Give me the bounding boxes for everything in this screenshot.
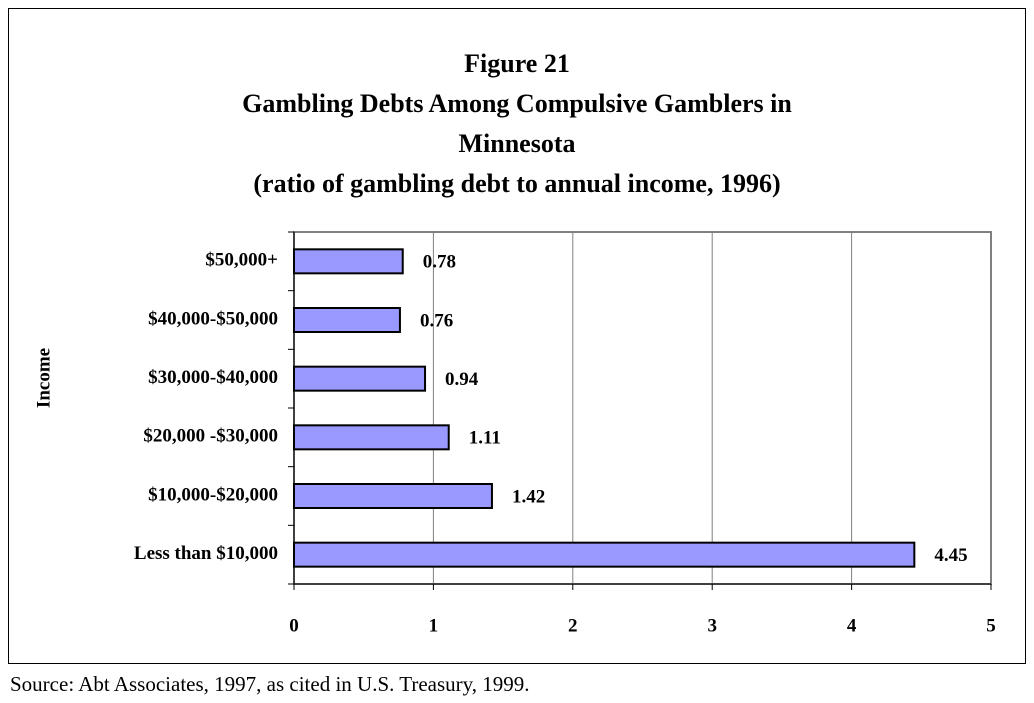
y-tick-label: $30,000-$40,000 [148, 367, 278, 388]
chart-title: Gambling Debts Among Compulsive Gamblers… [242, 89, 792, 118]
x-tick-label: 4 [847, 615, 857, 636]
y-tick-label: Less than $10,000 [134, 543, 278, 564]
value-label: 1.11 [469, 428, 501, 449]
chart-title: Figure 21 [464, 49, 570, 78]
bar [293, 365, 427, 392]
x-tick-label: 5 [986, 615, 996, 636]
x-tick-label: 1 [429, 615, 439, 636]
bar [293, 307, 401, 333]
y-tick-label: $40,000-$50,000 [148, 308, 278, 329]
value-label: 1.42 [512, 486, 545, 507]
x-tick-label: 3 [707, 615, 717, 636]
y-tick-label: $20,000 -$30,000 [143, 426, 278, 447]
plot-area [293, 231, 992, 585]
chart-border [8, 8, 1026, 664]
x-tick-label: 2 [568, 615, 578, 636]
value-label: 0.94 [445, 369, 479, 390]
chart-title: Minnesota [459, 129, 576, 158]
y-tick-label: $50,000+ [205, 250, 278, 271]
bar [293, 483, 493, 509]
chart-title: (ratio of gambling debt to annual income… [253, 169, 780, 198]
bar [293, 248, 404, 275]
value-label: 0.76 [420, 310, 453, 331]
value-label: 4.45 [934, 545, 967, 566]
bar [293, 424, 450, 451]
y-tick-label: $10,000-$20,000 [148, 484, 278, 505]
value-label: 0.78 [423, 252, 456, 273]
bar [293, 541, 916, 568]
source-note: Source: Abt Associates, 1997, as cited i… [10, 672, 530, 696]
x-tick-label: 0 [289, 615, 299, 636]
y-axis-title: Income [33, 348, 54, 408]
